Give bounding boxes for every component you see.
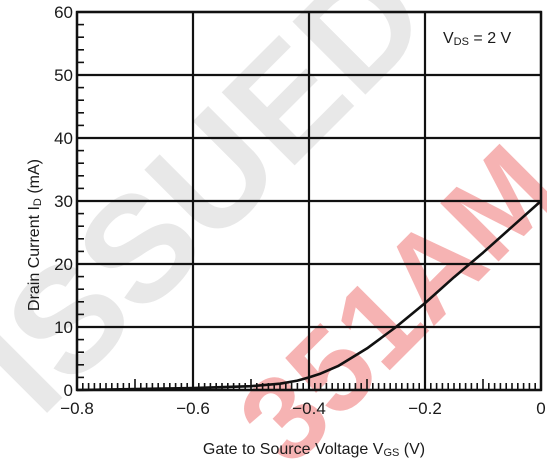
x-tick-label: −0.8 xyxy=(60,399,94,418)
x-tick-label: −0.6 xyxy=(176,399,210,418)
y-tick-label: 30 xyxy=(54,192,73,211)
y-tick-label: 40 xyxy=(54,129,73,148)
x-tick-label: −0.2 xyxy=(408,399,442,418)
minor-ticks xyxy=(77,23,537,390)
y-tick-label: 10 xyxy=(54,318,73,337)
series-line-0 xyxy=(76,200,542,392)
y-tick-label: 0 xyxy=(64,381,73,400)
y-tick-label: 60 xyxy=(54,3,73,22)
series-layer xyxy=(76,200,542,392)
y-axis-label: Drain Current ID (mA) xyxy=(26,159,44,311)
x-axis-label: Gate to Source Voltage VGS (V) xyxy=(203,441,425,459)
tick-labels: −0.8 −0.6 −0.4 −0.2 0 0 10 20 30 40 50 60 xyxy=(54,3,546,418)
y-tick-label: 50 xyxy=(54,66,73,85)
vds-annotation: VDS = 2 V xyxy=(443,30,512,48)
y-tick-label: 20 xyxy=(54,255,73,274)
x-tick-label: −0.4 xyxy=(292,399,326,418)
x-tick-label: 0 xyxy=(536,399,545,418)
